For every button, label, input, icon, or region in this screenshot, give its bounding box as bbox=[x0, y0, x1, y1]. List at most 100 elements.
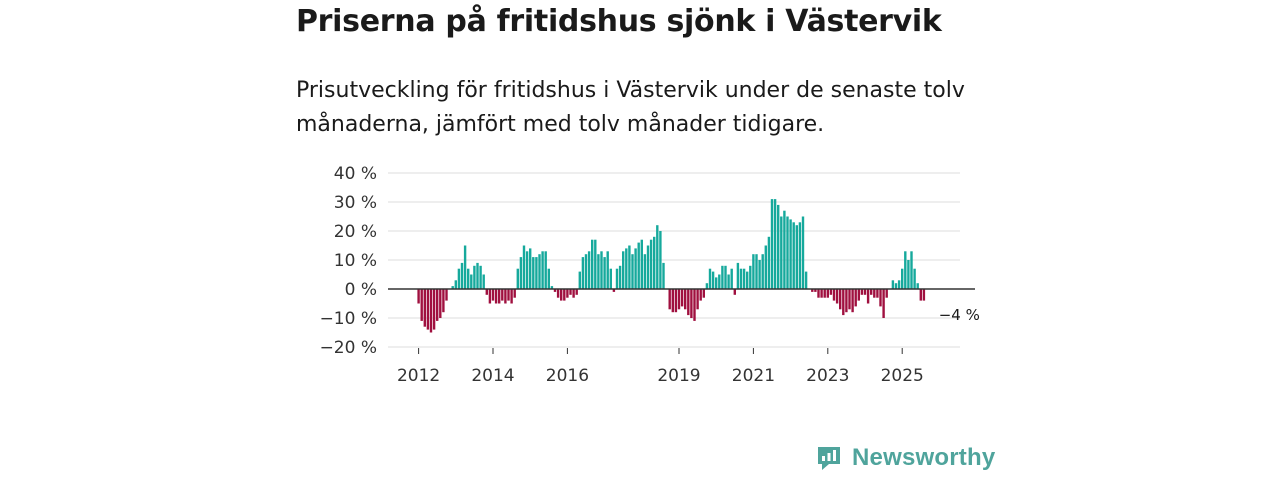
bar bbox=[870, 289, 873, 295]
bar bbox=[618, 265, 622, 289]
bar bbox=[525, 251, 529, 289]
bar bbox=[504, 289, 507, 304]
bar bbox=[575, 289, 578, 295]
bar bbox=[897, 280, 901, 289]
newsworthy-logo-icon bbox=[818, 447, 840, 470]
bar bbox=[494, 289, 498, 304]
bar bbox=[687, 289, 690, 316]
bar bbox=[615, 268, 619, 289]
bar bbox=[739, 268, 743, 289]
bar bbox=[804, 271, 808, 289]
bar bbox=[594, 239, 597, 289]
bar bbox=[684, 289, 687, 310]
chart-title: Priserna på fritidshus sjönk i Västervik bbox=[296, 4, 942, 39]
bar bbox=[919, 289, 922, 301]
y-tick-label: 0 % bbox=[345, 280, 377, 300]
bar bbox=[584, 254, 588, 289]
bar bbox=[442, 289, 445, 313]
bar bbox=[436, 289, 439, 321]
bar bbox=[674, 289, 678, 313]
bar bbox=[600, 251, 603, 289]
bar bbox=[646, 245, 650, 289]
bar bbox=[510, 289, 513, 304]
bar bbox=[507, 289, 510, 301]
bar bbox=[851, 289, 854, 313]
bar bbox=[578, 271, 581, 289]
bar bbox=[423, 289, 426, 327]
x-tick-label: 2019 bbox=[657, 366, 700, 386]
bar bbox=[643, 254, 647, 289]
bar bbox=[457, 268, 461, 289]
bar bbox=[662, 262, 665, 289]
bar bbox=[777, 204, 780, 289]
bar bbox=[922, 289, 926, 301]
x-tick-label: 2025 bbox=[881, 366, 924, 386]
bar bbox=[591, 239, 594, 289]
bar bbox=[460, 262, 464, 289]
bar bbox=[783, 210, 786, 289]
bar bbox=[773, 199, 777, 289]
bar bbox=[894, 283, 898, 289]
bar bbox=[606, 251, 609, 289]
bar bbox=[603, 257, 606, 289]
bar bbox=[863, 289, 867, 295]
bar bbox=[885, 289, 888, 298]
bar bbox=[696, 289, 699, 310]
bar bbox=[699, 289, 702, 301]
bars bbox=[417, 199, 926, 333]
chart-subtitle: Prisutveckling för fritidshus i Västervi… bbox=[296, 78, 965, 137]
bar bbox=[752, 254, 755, 289]
y-tick-label: −20 % bbox=[320, 338, 377, 358]
bar bbox=[470, 274, 473, 289]
y-tick-label: 40 % bbox=[334, 164, 377, 184]
bar bbox=[498, 289, 501, 304]
bar bbox=[708, 268, 712, 289]
bar bbox=[910, 251, 913, 289]
bar bbox=[786, 216, 789, 289]
bar bbox=[901, 268, 904, 289]
bar bbox=[798, 222, 802, 289]
bar bbox=[473, 265, 476, 289]
bar bbox=[581, 257, 585, 289]
bar bbox=[724, 265, 727, 289]
bar bbox=[485, 289, 488, 295]
bar bbox=[823, 289, 826, 298]
bar bbox=[820, 289, 823, 298]
bar bbox=[826, 289, 829, 298]
bar-chart: 40 % 30 % 20 % 10 % 0 % −10 % −20 % 2012 2014 201… bbox=[320, 164, 980, 386]
grid-lines bbox=[388, 172, 960, 348]
bar bbox=[817, 289, 820, 298]
bar bbox=[742, 268, 746, 289]
bar bbox=[566, 289, 569, 298]
bar bbox=[916, 283, 919, 289]
bar bbox=[538, 254, 541, 289]
y-tick-label: −10 % bbox=[320, 309, 377, 329]
bar bbox=[547, 268, 550, 289]
bar bbox=[690, 289, 693, 318]
bar bbox=[587, 251, 591, 289]
bar bbox=[860, 289, 864, 295]
bar bbox=[516, 268, 519, 289]
bar bbox=[560, 289, 563, 301]
bar bbox=[792, 222, 795, 289]
bar bbox=[718, 274, 721, 289]
bar bbox=[693, 289, 696, 321]
bar bbox=[845, 289, 848, 313]
bar bbox=[668, 289, 671, 310]
bar bbox=[417, 289, 420, 304]
bar bbox=[848, 289, 851, 310]
bar bbox=[622, 251, 625, 289]
bar bbox=[637, 242, 640, 289]
bar bbox=[857, 289, 860, 301]
x-tick-label: 2021 bbox=[732, 366, 775, 386]
bar bbox=[488, 289, 492, 304]
bar bbox=[677, 289, 681, 310]
bar bbox=[482, 274, 485, 289]
bar bbox=[563, 289, 566, 301]
bar bbox=[814, 289, 817, 292]
bar bbox=[553, 289, 557, 292]
bar bbox=[891, 280, 895, 289]
bar bbox=[764, 245, 767, 289]
bar bbox=[839, 289, 842, 310]
bar bbox=[609, 268, 612, 289]
